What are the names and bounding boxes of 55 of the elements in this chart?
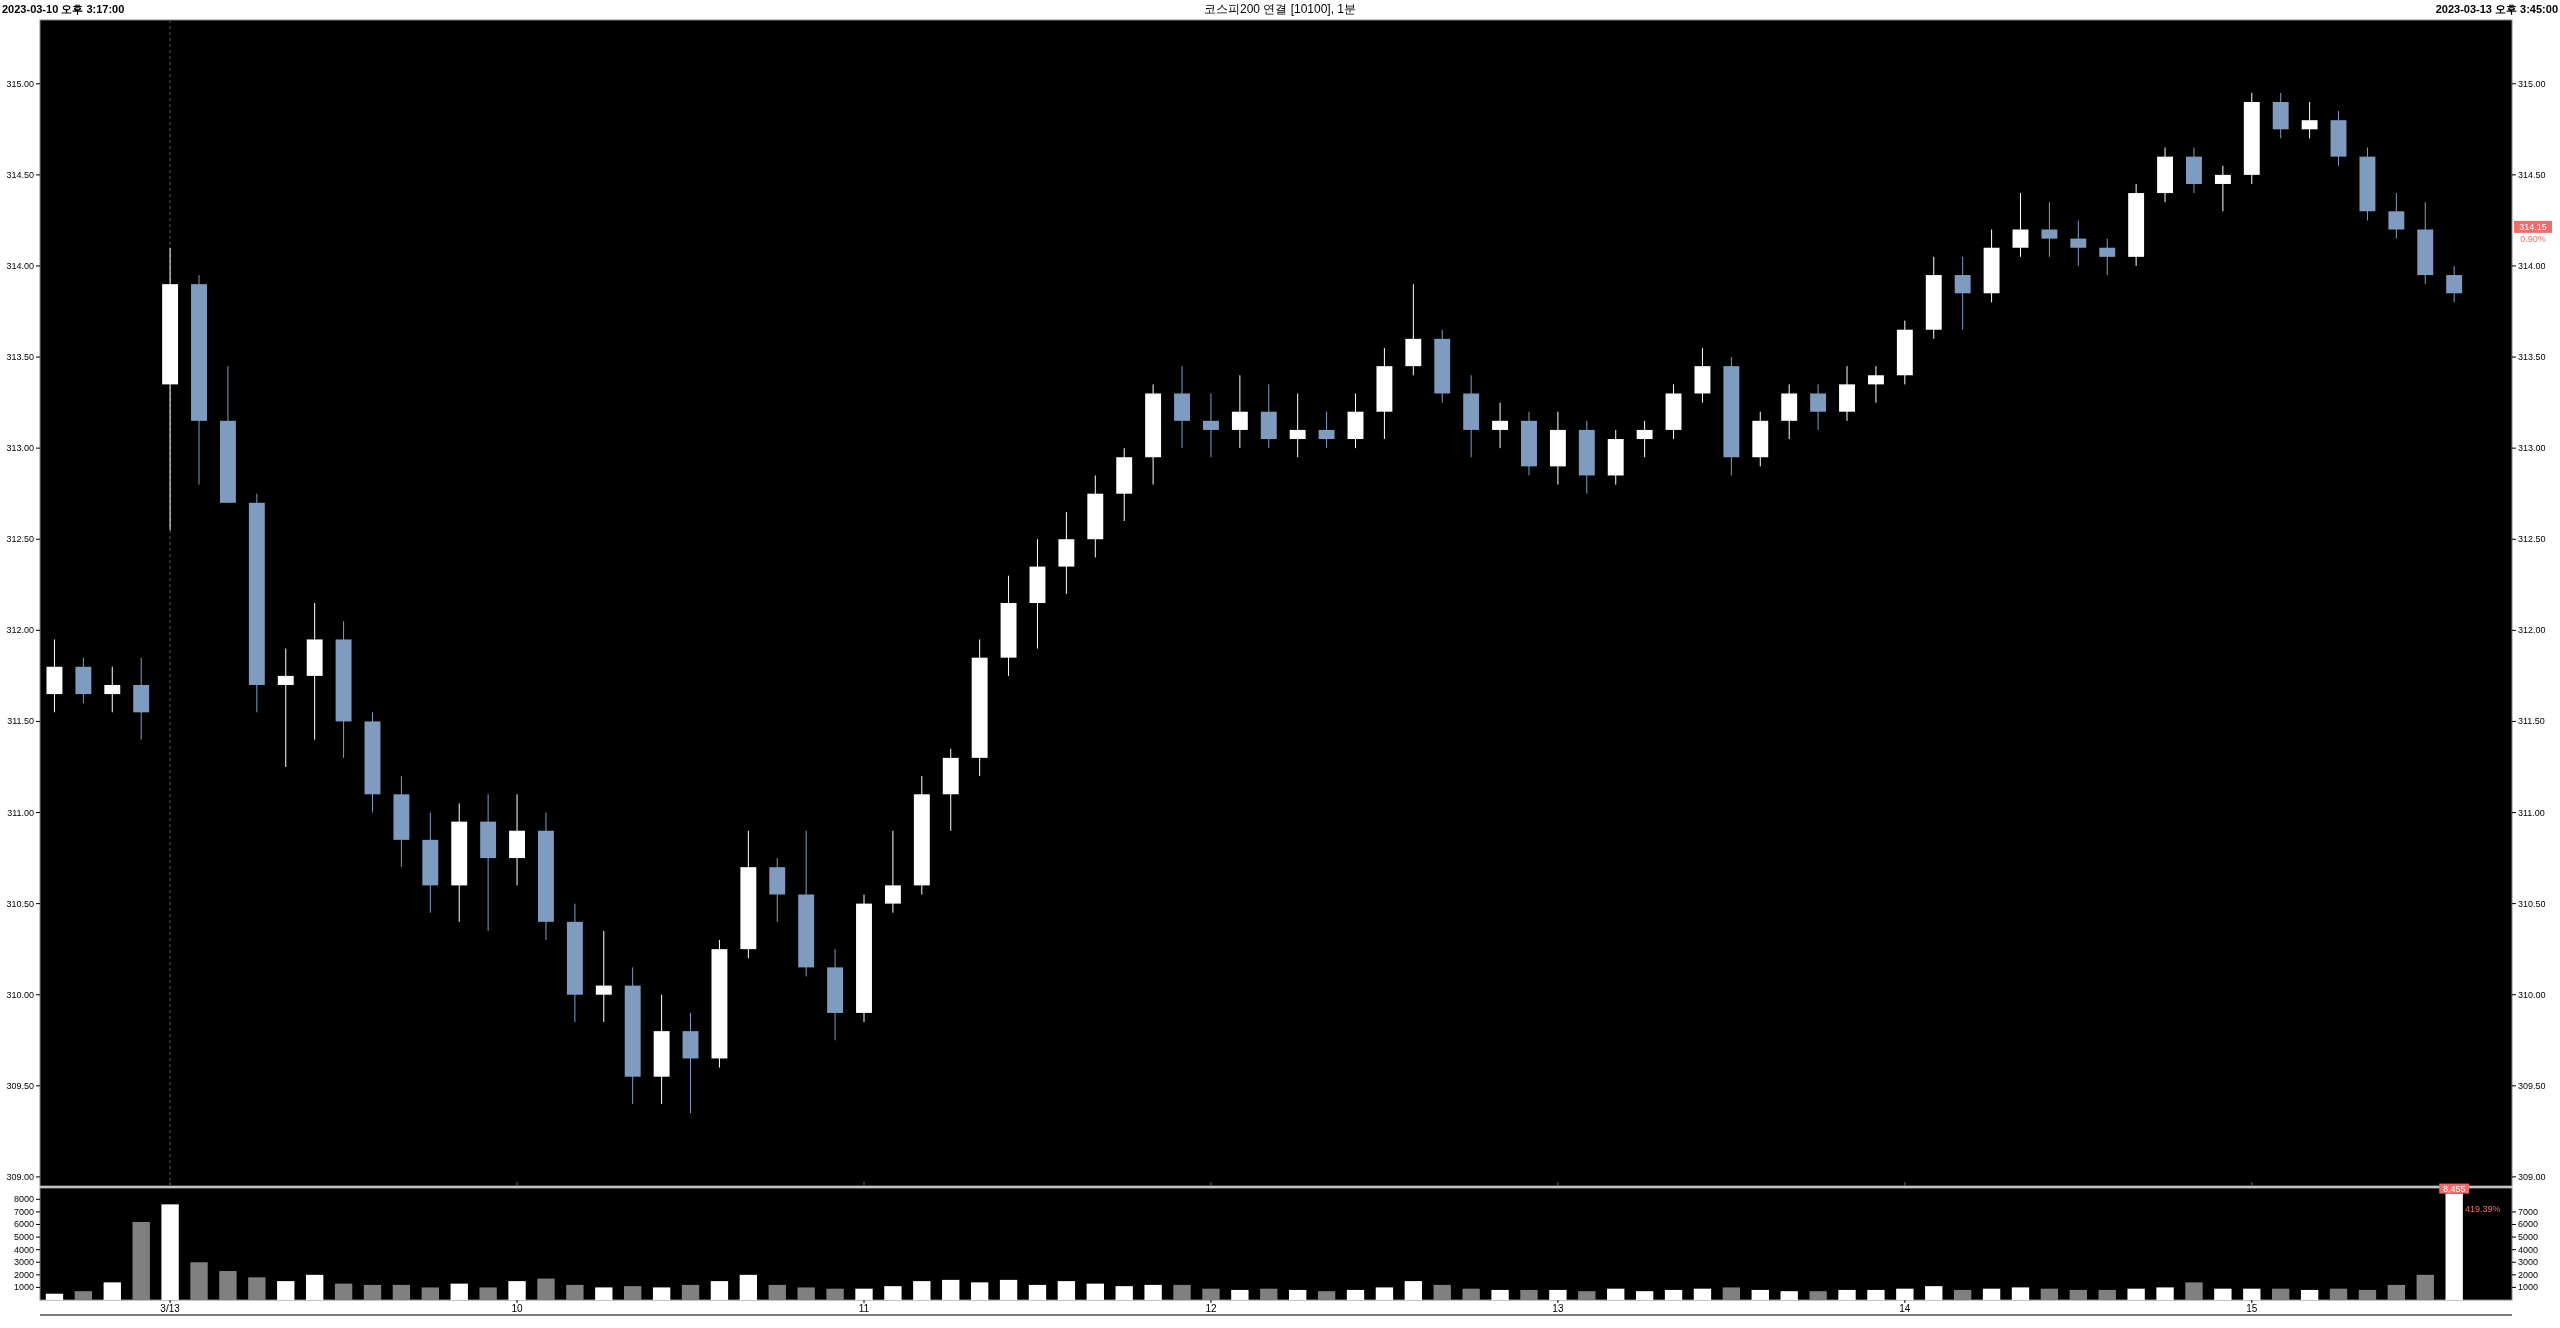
- y2-tick-label: 4000: [2518, 1244, 2539, 1255]
- x-tick-label: 15: [2246, 1303, 2258, 1314]
- y2-tick-label: 313.00: [2518, 443, 2546, 454]
- y-tick-label: 309.00: [6, 1171, 34, 1182]
- y-tick-label: 314.00: [6, 260, 34, 271]
- y-tick-label: 314.50: [6, 169, 34, 180]
- y-tick-label: 6000: [13, 1219, 34, 1230]
- y2-tick-label: 5000: [2518, 1232, 2539, 1243]
- y-tick-label: 313.00: [6, 443, 34, 454]
- y2-tick-label: 1000: [2518, 1282, 2539, 1293]
- y2-tick-label: 6000: [2518, 1219, 2539, 1230]
- y-tick-label: 1000: [13, 1282, 34, 1293]
- y2-tick-label: 315.00: [2518, 78, 2546, 89]
- y2-tick-label: 309.50: [2518, 1080, 2546, 1091]
- y2-tick-label: 312.00: [2518, 625, 2546, 636]
- y2-tick-label: 310.00: [2518, 989, 2546, 1000]
- text: 0.90%: [2520, 233, 2546, 244]
- y-tick-label: 309.50: [6, 1080, 34, 1091]
- y-tick-label: 310.00: [6, 989, 34, 1000]
- y-tick-label: 313.50: [6, 352, 34, 363]
- x-tick-label: 12: [1205, 1303, 1217, 1314]
- y2-tick-label: 7000: [2518, 1206, 2539, 1217]
- y-tick-label: 311.00: [7, 807, 34, 818]
- text: 2023-03-10 오후 3:17:00: [2, 3, 125, 15]
- chart-title: 코스피200 연결 [10100], 1분: [1203, 2, 1357, 16]
- y2-tick-label: 2000: [2518, 1269, 2539, 1280]
- annotation: 419.39%: [2465, 1204, 2501, 1214]
- y-tick-label: 5000: [13, 1232, 34, 1243]
- y2-tick-label: 314.00: [2518, 260, 2546, 271]
- x-tick-label: 3/13: [160, 1303, 181, 1314]
- y-tick-label: 312.50: [6, 534, 34, 545]
- y2-tick-label: 309.00: [2518, 1171, 2546, 1182]
- text: 314.15: [2519, 221, 2547, 232]
- y2-tick-label: 311.00: [2518, 807, 2545, 818]
- y-tick-label: 312.00: [6, 625, 34, 636]
- x-tick-label: 14: [1899, 1303, 1911, 1314]
- x-tick-label: 13: [1552, 1303, 1564, 1314]
- y-tick-label: 7000: [13, 1206, 34, 1217]
- y-tick-label: 3000: [13, 1257, 34, 1268]
- y2-tick-label: 3000: [2518, 1257, 2539, 1268]
- y2-tick-label: 314.50: [2518, 169, 2546, 180]
- y-tick-label: 310.50: [6, 898, 34, 909]
- y-tick-label: 4000: [13, 1244, 34, 1255]
- data-label: 8,455: [2442, 1183, 2466, 1194]
- y2-tick-label: 311.50: [2518, 716, 2545, 727]
- y-tick-label: 2000: [13, 1269, 34, 1280]
- x-tick-label: 11: [858, 1303, 870, 1314]
- y-tick-label: 8000: [13, 1194, 34, 1205]
- y2-tick-label: 312.50: [2518, 534, 2546, 545]
- y-tick-label: 315.00: [6, 78, 34, 89]
- x-tick-label: 10: [511, 1303, 524, 1314]
- y2-tick-label: 313.50: [2518, 352, 2546, 363]
- y2-tick-label: 310.50: [2518, 898, 2546, 909]
- y-tick-label: 311.50: [7, 716, 34, 727]
- text: 2023-03-13 오후 3:45:00: [2435, 3, 2558, 15]
